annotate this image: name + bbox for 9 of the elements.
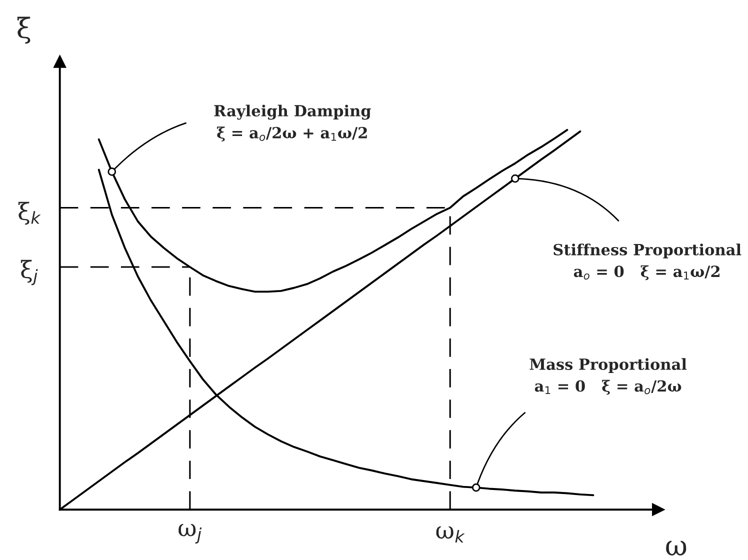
x-tick-label: ω$_{k}$ bbox=[436, 526, 465, 543]
annotation: Rayleigh Damping ξ = a$_{o}$/2ω + a$_{1}$ω/2 bbox=[214, 104, 371, 142]
x-tick-label: ω$_{j}$ bbox=[178, 524, 202, 544]
ref-line-label: ξ$_{j}$ bbox=[20, 260, 38, 286]
annotation: Mass Proportional a$_{1}$ = 0 ξ = a$_{o}$/2ω bbox=[530, 358, 687, 395]
ref-line-label: ξ$_{k}$ bbox=[18, 202, 41, 225]
y-axis-title: ξ bbox=[17, 16, 30, 44]
x-axis-title: ω bbox=[666, 540, 686, 556]
annotation: Stiffness Proportional a$_{o}$ = 0 ξ = a$_{1}$ω/2 bbox=[554, 244, 742, 280]
